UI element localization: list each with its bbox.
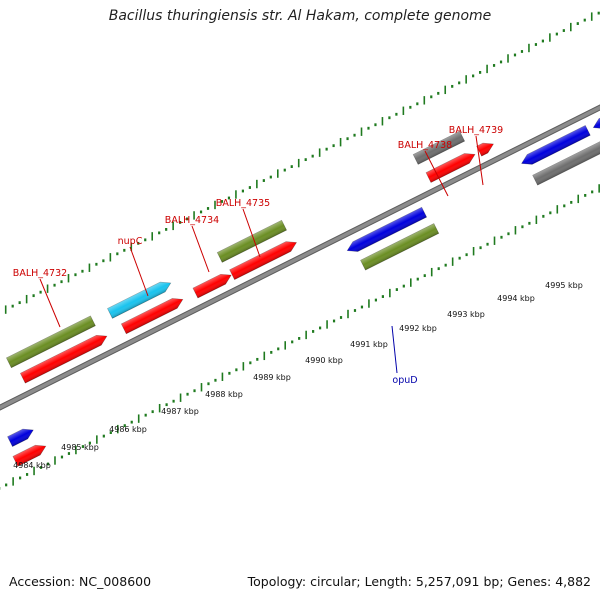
gene-feature-shading [476,143,494,157]
gene-feature [12,444,47,467]
gene-feature-shading [121,298,183,334]
gene-label: nupC [118,236,143,247]
gene-feature [6,315,96,369]
label-leader-line [39,278,61,328]
scale-label: 4985 kbp [61,443,99,452]
label-leader-line [391,325,398,374]
backbone-line [0,105,600,410]
gene-feature-shading [6,315,96,368]
scale-label: 4992 kbp [399,324,437,333]
genome-summary-text: Topology: circular; Length: 5,257,091 bp… [247,574,591,589]
scale-labels: 4984 kbp 4985 kbp 4986 kbp 4987 kbp 4988 kbp… [13,281,583,470]
gene-feature-shading [7,429,34,447]
genome-backbone [0,104,600,411]
gene-feature [120,298,184,335]
gene-feature [229,241,298,281]
gene-feature-shading [12,445,46,467]
scale-label: 4989 kbp [253,373,291,382]
accession-text: Accession: NC_008600 [9,574,152,589]
gene-feature [19,334,108,384]
gene-label: BALH_4735 [216,198,270,209]
scale-label: 4991 kbp [350,340,388,349]
gene-feature [521,125,591,165]
gene-feature-shading [217,220,287,263]
gene-feature-shading [521,125,591,165]
gene-features [6,108,600,467]
gene-feature [476,142,494,157]
gene-feature-shading [426,153,475,183]
scale-ticks [0,11,600,490]
label-leader-line [475,135,484,186]
scale-label: 4995 kbp [545,281,583,290]
scale-label: 4993 kbp [447,310,485,319]
scale-label: 4990 kbp [305,356,343,365]
gene-feature [346,206,428,252]
label-leader-line [242,208,261,258]
gene-feature-shading [360,223,439,271]
scale-label: 4986 kbp [109,425,147,434]
gene-feature-shading [347,207,427,252]
outer-tick-track [4,11,600,314]
scale-label: 4987 kbp [161,407,199,416]
gene-feature-shading [107,282,171,319]
label-leader-lines [39,135,484,374]
gene-feature-shading [413,131,465,165]
gene-label: BALH_4738 [398,140,452,151]
scale-label: 4984 kbp [13,461,51,470]
gene-feature-shading [229,241,297,280]
gene-feature [192,273,232,299]
scale-label: 4988 kbp [205,390,243,399]
gene-feature-shading [532,141,600,186]
map-title: Bacillus thuringiensis str. Al Hakam, co… [108,8,492,24]
gene-feature [412,130,466,165]
inner-tick-track [0,184,600,490]
gene-feature [7,428,34,447]
scale-label: 4994 kbp [497,294,535,303]
label-leader-line [424,150,449,197]
gene-label: BALH_4732 [13,268,67,279]
gene-labels: BALH_4732 nupC BALH_4734 BALH_4735 BALH_4738… [13,125,503,386]
gene-feature [592,108,600,129]
gene-feature [360,223,440,271]
gene-label: opuD [392,375,417,386]
gene-label: BALH_4734 [165,215,219,226]
label-leader-line [191,225,210,273]
gene-feature [107,281,172,319]
gene-feature-shading [192,274,232,298]
gene-feature-shading [20,335,107,384]
gene-feature [216,219,287,263]
gene-feature [532,140,600,186]
gene-feature [425,153,476,183]
gene-label: BALH_4739 [449,125,503,136]
label-leader-line [129,246,149,297]
